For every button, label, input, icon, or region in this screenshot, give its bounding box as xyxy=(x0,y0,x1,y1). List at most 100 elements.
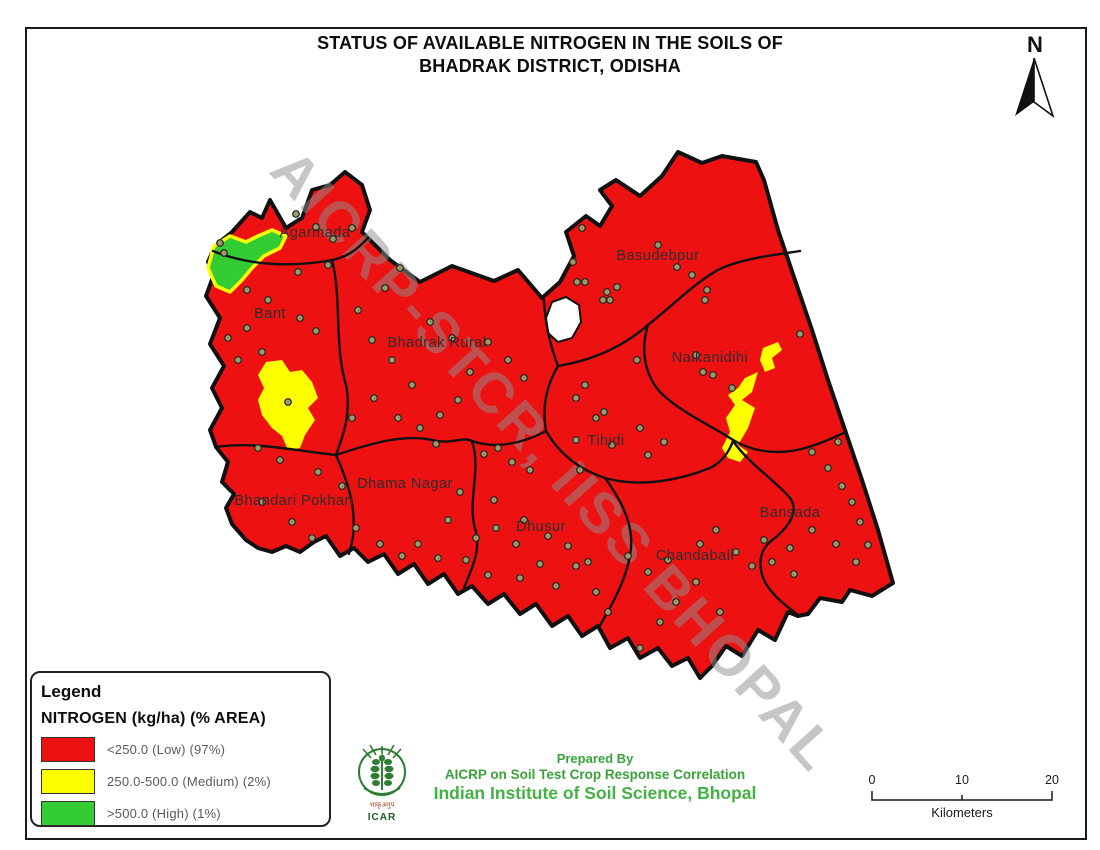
wheat-grains xyxy=(370,754,394,786)
soil-sample-point xyxy=(644,568,652,576)
soil-sample-point xyxy=(664,556,672,564)
soil-sample-points xyxy=(216,210,872,652)
soil-sample-point xyxy=(728,384,736,392)
soil-sample-point xyxy=(581,381,589,389)
block-label-bhandari-pokhari: Bhandari Pokhari xyxy=(234,493,353,509)
soil-sample-point xyxy=(576,466,584,474)
soil-sample-point xyxy=(484,338,492,346)
organization-label: AICRP on Soil Test Crop Response Correla… xyxy=(444,767,746,782)
map-title-line2: BHADRAK DISTRICT, ODISHA xyxy=(419,56,681,77)
block-boundaries xyxy=(211,236,848,629)
soil-sample-point xyxy=(544,532,552,540)
soil-sample-point xyxy=(564,542,572,550)
legend-row-high: >500.0 (High) (1%) xyxy=(41,801,329,826)
soil-sample-point xyxy=(520,374,528,382)
soil-sample-point xyxy=(254,444,262,452)
soil-sample-point xyxy=(243,324,251,332)
soil-sample-point xyxy=(613,283,621,291)
soil-sample-point xyxy=(276,456,284,464)
soil-sample-point xyxy=(692,578,700,586)
soil-sample-point xyxy=(444,516,452,524)
soil-sample-point xyxy=(599,296,607,304)
soil-sample-point xyxy=(856,518,864,526)
soil-sample-point xyxy=(716,608,724,616)
soil-sample-point xyxy=(696,540,704,548)
soil-sample-point xyxy=(834,438,842,446)
soil-sample-point xyxy=(258,348,266,356)
soil-sample-point xyxy=(732,548,740,556)
soil-sample-point xyxy=(508,458,516,466)
soil-sample-point xyxy=(216,239,224,247)
soil-sample-point xyxy=(536,560,544,568)
soil-sample-point xyxy=(414,540,422,548)
block-labels: Agarmada Bant Bhadrak Rural Basudebpur Naika… xyxy=(234,225,820,564)
soil-sample-point xyxy=(581,278,589,286)
soil-sample-point xyxy=(308,534,316,542)
soil-sample-point xyxy=(294,268,302,276)
legend-swatch-low xyxy=(41,737,95,762)
soil-sample-point xyxy=(370,394,378,402)
block-label-basudebpur: Basudebpur xyxy=(616,248,699,264)
block-label-bant: Bant xyxy=(254,306,286,322)
soil-sample-point xyxy=(790,570,798,578)
soil-sample-point xyxy=(709,371,717,379)
wheat-awns xyxy=(362,744,402,759)
soil-sample-point xyxy=(338,482,346,490)
soil-sample-point xyxy=(436,411,444,419)
soil-sample-point xyxy=(381,284,389,292)
map-title-line1: STATUS OF AVAILABLE NITROGEN IN THE SOIL… xyxy=(317,33,783,53)
soil-sample-point xyxy=(660,438,668,446)
soil-sample-point xyxy=(348,414,356,422)
north-arrow-label: N xyxy=(1027,32,1043,57)
soil-sample-point xyxy=(456,488,464,496)
legend-label-high: >500.0 (High) (1%) xyxy=(107,806,221,821)
block-label-chandabali: Chandabali xyxy=(656,548,734,564)
soil-sample-point xyxy=(606,296,614,304)
soil-sample-point xyxy=(824,464,832,472)
soil-sample-point xyxy=(592,414,600,422)
credits-block: Prepared By AICRP on Soil Test Crop Resp… xyxy=(400,751,790,804)
soil-sample-point xyxy=(852,558,860,566)
legend-heading: NITROGEN (kg/ha) (% AREA) xyxy=(41,710,266,727)
soil-sample-point xyxy=(703,286,711,294)
soil-sample-point xyxy=(864,541,872,549)
soil-sample-point xyxy=(672,598,680,606)
block-label-dhama-nagar: Dhama Nagar xyxy=(357,476,453,492)
soil-sample-point xyxy=(636,644,644,652)
sheet-border xyxy=(25,27,1087,840)
soil-sample-point xyxy=(572,394,580,402)
soil-sample-point xyxy=(552,582,560,590)
soil-sample-point xyxy=(572,562,580,570)
icar-logo: भाकृअनुप ICAR xyxy=(358,744,406,823)
wheat-leaf-arc xyxy=(363,787,401,795)
soil-sample-point xyxy=(768,558,776,566)
scale-tick-20: 20 xyxy=(1045,773,1059,787)
soil-sample-point xyxy=(220,249,228,257)
soil-sample-point xyxy=(472,534,480,542)
soil-sample-point xyxy=(624,552,632,560)
soil-sample-point xyxy=(573,278,581,286)
soil-sample-point xyxy=(398,552,406,560)
soil-sample-point xyxy=(494,444,502,452)
soil-sample-point xyxy=(284,398,292,406)
soil-sample-point xyxy=(760,536,768,544)
soil-sample-point xyxy=(654,241,662,249)
icar-hindi-text: भाकृअनुप xyxy=(369,802,395,809)
soil-sample-point xyxy=(352,524,360,532)
soil-sample-point xyxy=(462,556,470,564)
soil-sample-point xyxy=(838,482,846,490)
map-title: STATUS OF AVAILABLE NITROGEN IN THE SOIL… xyxy=(0,32,1100,79)
block-label-bhadrak-rural: Bhadrak Rural xyxy=(387,335,486,351)
legend: Legend NITROGEN (kg/ha) (% AREA) <250.0 … xyxy=(30,671,331,827)
soil-sample-point xyxy=(432,440,440,448)
soil-sample-point xyxy=(688,271,696,279)
soil-sample-point xyxy=(516,574,524,582)
soil-sample-point xyxy=(416,424,424,432)
soil-sample-point xyxy=(348,224,356,232)
medium-nitrogen-patch-east-small xyxy=(760,342,782,372)
soil-sample-point xyxy=(234,356,242,364)
soil-sample-point xyxy=(312,223,320,231)
institute-label: Indian Institute of Soil Science, Bhopal xyxy=(433,783,757,803)
soil-sample-point xyxy=(644,451,652,459)
